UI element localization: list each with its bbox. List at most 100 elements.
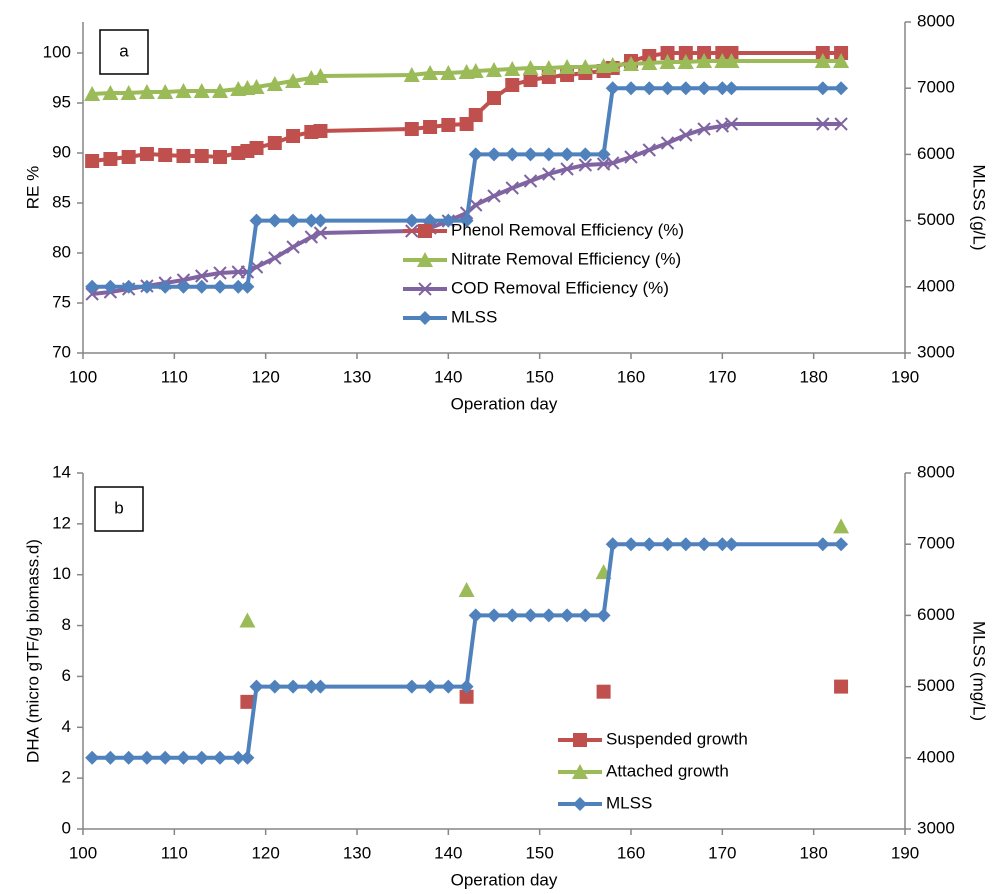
y-tick-label: 6 — [62, 666, 71, 685]
marker — [487, 91, 501, 105]
marker — [267, 213, 282, 228]
marker — [194, 750, 209, 765]
marker — [103, 279, 118, 294]
marker — [715, 537, 730, 552]
marker — [231, 750, 246, 765]
y-tick-label: 8 — [62, 615, 71, 634]
y2-tick-label: 7000 — [917, 78, 955, 97]
legend-label: Attached growth — [606, 761, 729, 780]
marker — [176, 750, 191, 765]
marker — [213, 266, 227, 280]
y-tick-label: 75 — [52, 292, 71, 311]
x-tick-label: 130 — [343, 843, 371, 862]
marker — [85, 750, 100, 765]
marker — [195, 269, 209, 283]
marker — [194, 149, 209, 163]
marker — [286, 213, 301, 228]
marker — [121, 750, 136, 765]
x-tick-label: 150 — [525, 843, 553, 862]
marker — [459, 679, 474, 694]
marker — [596, 147, 611, 162]
panel-label-box — [94, 486, 144, 532]
x-axis-title: Operation day — [451, 870, 558, 889]
marker — [422, 65, 439, 80]
marker — [660, 136, 675, 150]
x-tick-label: 160 — [617, 843, 645, 862]
marker — [138, 84, 155, 99]
legend-label: Nitrate Removal Efficiency (%) — [451, 249, 681, 268]
marker — [659, 54, 676, 69]
marker — [505, 147, 520, 162]
x-tick-label: 130 — [343, 367, 371, 386]
marker — [560, 162, 574, 176]
legend-marker — [417, 252, 433, 267]
panel-label: b — [114, 498, 123, 517]
marker — [660, 81, 675, 96]
y-tick-label: 90 — [52, 142, 71, 161]
marker — [522, 60, 539, 75]
x-tick-label: 120 — [251, 843, 279, 862]
legend-marker — [418, 224, 432, 238]
marker — [541, 147, 556, 162]
marker — [441, 679, 456, 694]
marker — [304, 213, 319, 228]
marker — [139, 750, 154, 765]
y-tick-label: 10 — [52, 564, 71, 583]
y-tick-label: 80 — [52, 242, 71, 261]
marker — [313, 226, 328, 240]
marker — [815, 537, 830, 552]
marker — [715, 81, 730, 96]
marker — [641, 55, 658, 70]
marker — [541, 608, 556, 623]
marker — [624, 537, 638, 552]
marker — [834, 537, 849, 552]
marker — [487, 608, 501, 623]
marker — [102, 85, 119, 100]
x-tick-label: 120 — [251, 367, 279, 386]
legend-marker — [573, 733, 587, 747]
marker — [642, 143, 656, 157]
marker — [660, 46, 675, 60]
marker — [678, 81, 693, 96]
marker — [176, 279, 191, 294]
marker — [404, 213, 419, 228]
legend-marker — [572, 764, 588, 779]
marker — [157, 84, 174, 99]
y-tick-label: 4 — [62, 717, 71, 736]
legend-label: Suspended growth — [606, 729, 748, 748]
marker — [642, 537, 657, 552]
marker — [724, 117, 739, 131]
marker — [286, 679, 301, 694]
marker — [249, 213, 264, 228]
marker — [833, 518, 850, 534]
x-tick-label: 190 — [891, 367, 919, 386]
marker — [139, 147, 154, 161]
x-tick-label: 140 — [434, 367, 462, 386]
marker — [678, 537, 693, 552]
marker — [578, 158, 593, 172]
marker — [559, 59, 576, 74]
marker — [459, 689, 474, 704]
marker — [231, 279, 246, 294]
marker — [834, 117, 848, 131]
x-tick-label: 190 — [891, 843, 919, 862]
marker — [121, 279, 136, 294]
y2-tick-label: 4000 — [917, 276, 955, 295]
marker — [697, 81, 712, 96]
marker — [85, 154, 100, 168]
x-tick-label: 160 — [617, 367, 645, 386]
marker — [85, 279, 100, 294]
x-tick-label: 180 — [799, 843, 827, 862]
marker — [193, 83, 210, 98]
y2-tick-label: 6000 — [917, 605, 955, 624]
marker — [624, 81, 638, 96]
marker — [212, 83, 228, 98]
marker — [240, 750, 255, 765]
marker — [815, 81, 830, 96]
marker — [249, 679, 264, 694]
marker — [240, 694, 255, 709]
marker — [240, 279, 255, 294]
y2-tick-label: 7000 — [917, 534, 955, 553]
marker — [605, 81, 620, 96]
